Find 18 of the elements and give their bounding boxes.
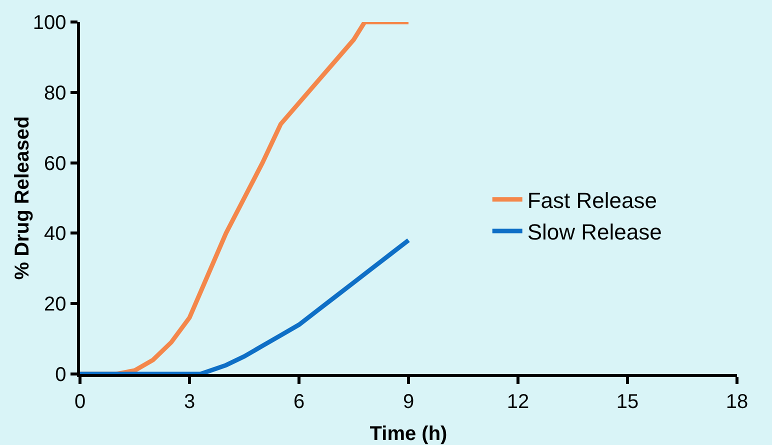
y-tick-label: 60: [44, 152, 66, 175]
x-tick-label: 0: [74, 390, 86, 413]
x-tick-label: 3: [184, 390, 196, 413]
y-tick-label: 40: [44, 223, 66, 246]
x-tick-label: 12: [506, 390, 530, 413]
x-tick-label: 9: [402, 390, 414, 413]
y-tick-label: 20: [44, 294, 66, 316]
line-series: [80, 238, 411, 374]
y-tick-label: 80: [44, 82, 66, 104]
y-tick-label: 100: [32, 12, 66, 34]
legend-label: Slow Release: [527, 220, 662, 245]
y-tick-label: 0: [55, 364, 66, 386]
x-axis-title: Time (h): [370, 423, 448, 445]
y-axis-title: % Drug Released: [12, 116, 34, 280]
x-tick-label: 18: [726, 390, 748, 413]
x-tick-label: 6: [293, 390, 305, 413]
x-tick-label: 15: [616, 390, 639, 413]
legend-label: Fast Release: [527, 188, 657, 213]
